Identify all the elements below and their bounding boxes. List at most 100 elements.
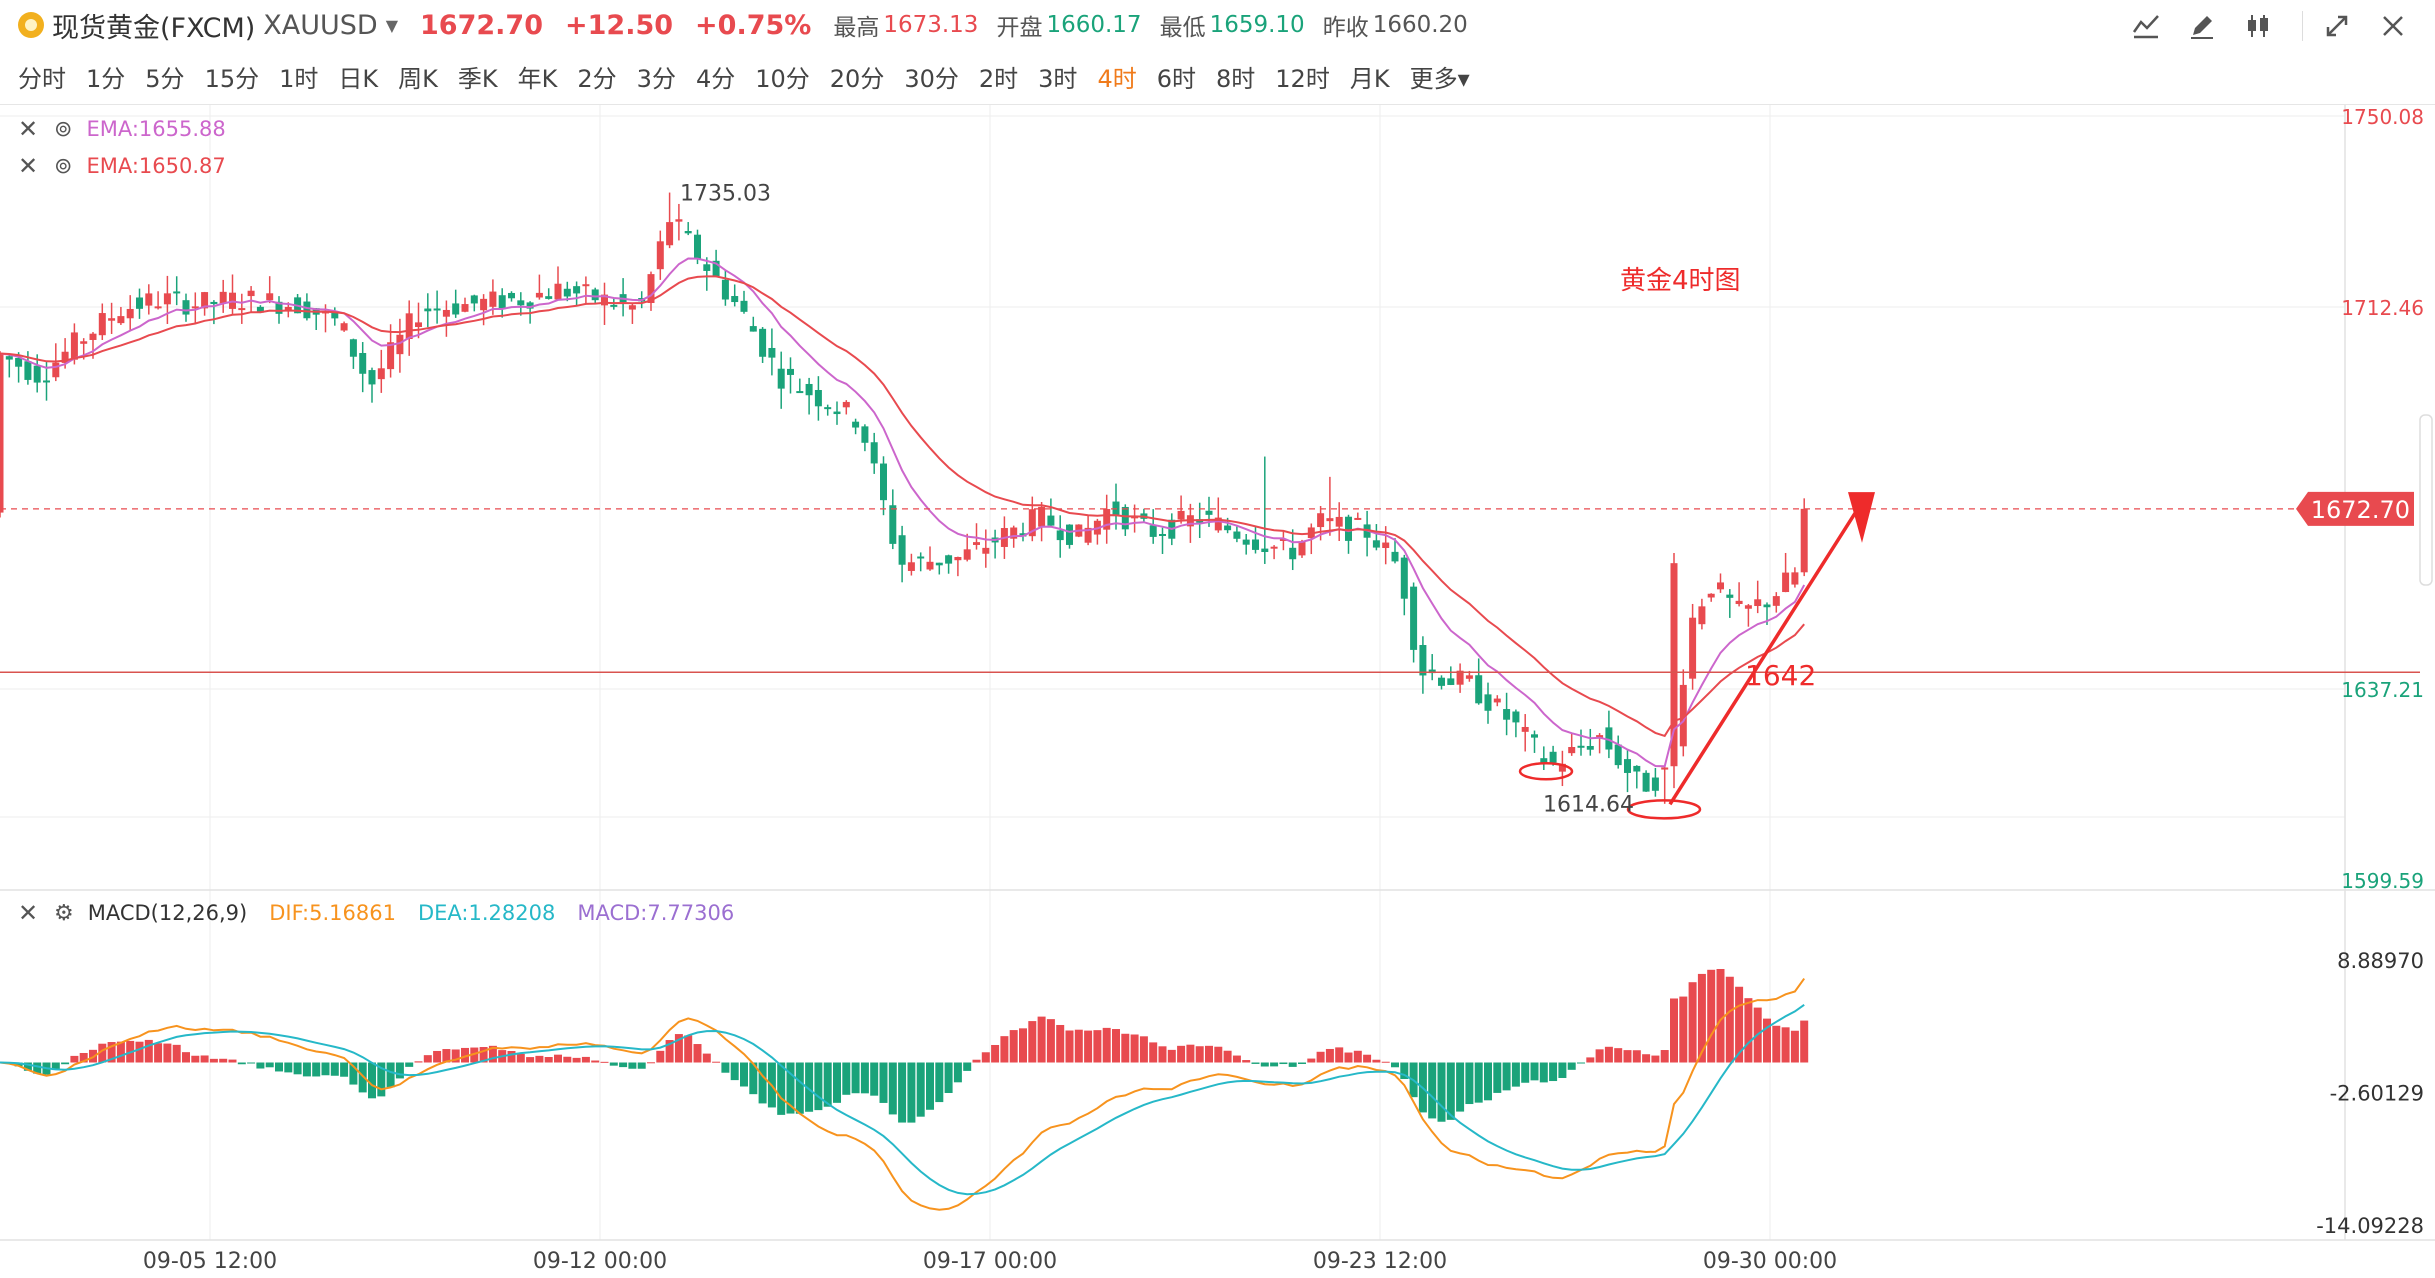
macd-bar: [61, 1062, 70, 1065]
candle-body: [359, 352, 367, 374]
macd-bar: [1260, 1062, 1269, 1067]
close-icon[interactable]: ✕: [18, 115, 39, 143]
candle-body: [1428, 669, 1436, 674]
candle-body: [210, 301, 218, 304]
candle-body: [191, 306, 199, 309]
timeframe-7[interactable]: 季K: [457, 64, 498, 93]
timeframe-12[interactable]: 10分: [755, 64, 810, 93]
timeframe-22[interactable]: 更多▾: [1409, 64, 1470, 93]
candle-body: [1670, 563, 1678, 767]
pencil-icon[interactable]: [2180, 6, 2224, 46]
macd-bar: [870, 1062, 879, 1096]
close-icon[interactable]: ✕: [18, 899, 39, 927]
candle-body: [1679, 684, 1687, 747]
stat-prevclose-label: 昨收: [1322, 15, 1369, 41]
macd-bar: [1149, 1042, 1158, 1063]
macd-bar: [349, 1062, 358, 1085]
macd-bar: [265, 1062, 274, 1068]
candle-body: [1447, 678, 1455, 685]
price-chart[interactable]: 黄金4时图 1642 1735.03 1614.64 1750.08 1712.46 16…: [0, 105, 2435, 1278]
macd-y-tick-label: 8.88970: [2337, 949, 2424, 973]
low-label: 1614.64: [1543, 793, 1634, 818]
macd-bar: [842, 1062, 851, 1095]
candle-body: [1521, 726, 1529, 732]
macd-bar: [1000, 1036, 1009, 1063]
macd-bar: [1186, 1044, 1195, 1063]
macd-bar: [1772, 1025, 1781, 1063]
candle-body: [1372, 540, 1380, 548]
symbol-code[interactable]: XAUUSD: [263, 9, 378, 41]
candle-body: [61, 351, 69, 363]
timeframe-17[interactable]: 4时: [1097, 64, 1137, 93]
timeframe-19[interactable]: 8时: [1216, 64, 1256, 93]
macd-bar: [712, 1061, 721, 1063]
timeframe-15[interactable]: 2时: [978, 64, 1019, 93]
candle-body: [1754, 599, 1762, 607]
timeframe-13[interactable]: 20分: [829, 64, 885, 93]
timeframe-9[interactable]: 2分: [577, 64, 617, 93]
candle-type-icon[interactable]: [2236, 6, 2280, 46]
timeframe-2[interactable]: 5分: [145, 64, 185, 93]
candle-body: [805, 383, 813, 396]
stat-low-value: 1659.10: [1209, 12, 1305, 38]
candle-body: [554, 283, 562, 300]
candle-body: [1019, 533, 1027, 537]
macd-bar: [1530, 1062, 1539, 1081]
timeframe-10[interactable]: 3分: [636, 64, 676, 93]
macd-bar: [600, 1061, 609, 1063]
timeframe-14[interactable]: 30分: [904, 64, 959, 93]
timeframe-18[interactable]: 6时: [1156, 64, 1196, 93]
timeframe-16[interactable]: 3时: [1038, 64, 1078, 93]
symbol-name[interactable]: 现货黄金(FXCM): [52, 12, 256, 44]
candle-body: [1084, 527, 1092, 543]
timeframe-20[interactable]: 12时: [1275, 64, 1330, 93]
y-tick-label: 1599.59: [2341, 869, 2424, 893]
candle-body: [275, 301, 283, 314]
candle-body: [117, 316, 125, 324]
candle-body: [777, 368, 785, 389]
candle-body: [70, 332, 78, 360]
macd-bar: [609, 1062, 618, 1066]
timeframe-6[interactable]: 周K: [398, 64, 438, 93]
macd-dea: DEA:1.28208: [417, 901, 556, 925]
candle-body: [926, 561, 934, 570]
candle-body: [1214, 517, 1222, 531]
macd-bar: [814, 1062, 823, 1111]
candle-body: [1651, 777, 1659, 791]
gear-icon[interactable]: ⚙: [54, 900, 74, 926]
candle-body: [1028, 509, 1036, 537]
timeframe-0[interactable]: 分时: [18, 64, 66, 93]
macd-bar: [656, 1050, 665, 1063]
macd-bar: [461, 1047, 469, 1063]
macd-bar: [1279, 1062, 1288, 1065]
macd-bar: [23, 1062, 32, 1071]
macd-bar: [358, 1062, 367, 1093]
timeframe-11[interactable]: 4分: [695, 64, 736, 93]
settings-icon[interactable]: ⊚: [54, 153, 73, 179]
timeframe-21[interactable]: 月K: [1349, 64, 1390, 93]
macd-bar: [1697, 973, 1706, 1063]
timeframe-4[interactable]: 1时: [279, 64, 319, 93]
macd-bar: [154, 1043, 163, 1063]
macd-bar: [1428, 1062, 1437, 1119]
macd-bar: [1735, 986, 1744, 1063]
timeframe-5[interactable]: 日K: [338, 64, 379, 93]
timeframe-8[interactable]: 年K: [517, 64, 558, 93]
timeframe-1[interactable]: 1分: [86, 64, 126, 93]
macd-bar: [823, 1062, 832, 1107]
low-circle-1: [1518, 762, 1574, 781]
macd-bar: [926, 1062, 934, 1110]
settings-icon[interactable]: ⊚: [54, 116, 73, 142]
macd-bar: [33, 1062, 42, 1074]
expand-icon[interactable]: [2315, 6, 2359, 46]
macd-bar: [1716, 968, 1725, 1063]
close-icon[interactable]: [2371, 6, 2415, 46]
macd-bar: [1651, 1055, 1660, 1063]
line-tool-icon[interactable]: [2124, 6, 2168, 46]
macd-bar: [1800, 1020, 1809, 1063]
candle-body: [1503, 709, 1511, 720]
chevron-down-icon[interactable]: ▼: [385, 15, 399, 35]
timeframe-3[interactable]: 15分: [204, 64, 260, 93]
macd-bar: [1065, 1030, 1074, 1063]
close-icon[interactable]: ✕: [18, 152, 39, 180]
